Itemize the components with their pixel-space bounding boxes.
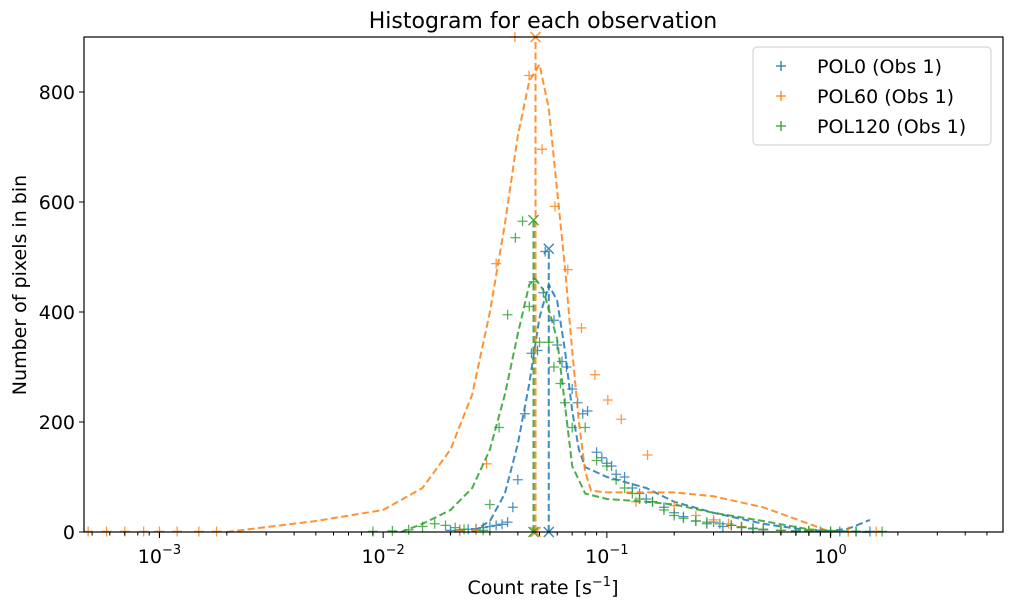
data-point <box>589 369 600 380</box>
y-tick-label: 0 <box>63 522 75 544</box>
data-point <box>596 452 607 463</box>
data-point <box>429 518 440 529</box>
data-point <box>723 518 734 529</box>
data-point <box>528 276 539 287</box>
data-point <box>619 483 630 493</box>
data-point <box>491 258 502 269</box>
data-point <box>524 301 535 312</box>
data-point <box>519 408 530 419</box>
data-point <box>484 521 495 532</box>
data-point <box>567 422 578 433</box>
y-tick-label: 200 <box>39 412 75 434</box>
data-point <box>450 522 461 533</box>
peak-marker <box>527 214 540 226</box>
data-point <box>534 337 545 348</box>
fit-line <box>226 61 831 533</box>
plot-area <box>84 31 888 538</box>
data-point <box>491 520 502 531</box>
x-tick-label: 10−3 <box>138 543 181 568</box>
legend-marker <box>776 61 786 71</box>
fit-line <box>471 281 871 533</box>
data-point <box>611 474 622 485</box>
legend-label: POL120 (Obs 1) <box>817 116 966 138</box>
data-point <box>555 378 566 389</box>
data-point <box>634 494 645 504</box>
data-point <box>517 216 528 227</box>
data-point <box>642 450 653 460</box>
data-point <box>502 517 513 528</box>
data-point <box>478 525 489 536</box>
data-point <box>669 510 680 521</box>
legend-label: POL0 (Obs 1) <box>817 56 942 78</box>
data-point <box>510 232 521 243</box>
data-point <box>678 513 689 524</box>
data-point <box>601 461 612 471</box>
legend: POL0 (Obs 1) POL60 (Obs 1) POL120 (Obs 1) <box>752 46 992 146</box>
series-2 <box>367 214 888 538</box>
y-tick-label: 400 <box>39 302 75 324</box>
data-point <box>714 518 725 529</box>
data-point <box>440 520 451 531</box>
chart-title: Histogram for each observation <box>369 9 718 34</box>
data-point <box>736 522 747 533</box>
data-point <box>708 514 719 525</box>
data-point <box>726 520 737 531</box>
legend-label: POL60 (Obs 1) <box>817 86 954 108</box>
data-point <box>417 521 428 532</box>
data-point <box>647 496 658 507</box>
fit-line <box>400 277 870 533</box>
x-tick-label: 10−1 <box>585 543 628 568</box>
data-point <box>576 322 587 333</box>
data-point <box>561 362 572 372</box>
data-point <box>591 455 602 466</box>
data-point <box>507 502 518 513</box>
data-point <box>549 201 560 212</box>
y-tick-label: 800 <box>39 82 75 104</box>
y-tick-label: 600 <box>39 192 75 214</box>
data-point <box>512 474 523 485</box>
data-point <box>701 517 712 528</box>
data-point <box>560 397 570 408</box>
data-point <box>403 524 414 535</box>
data-point <box>562 264 573 275</box>
data-point <box>602 395 613 405</box>
data-point <box>567 384 578 394</box>
data-point <box>497 519 508 530</box>
data-point <box>540 246 551 257</box>
data-point <box>690 516 701 526</box>
y-axis-label: Number of pixels in bin <box>9 175 31 395</box>
legend-box <box>752 46 992 146</box>
data-point <box>658 505 669 515</box>
data-point <box>580 422 591 433</box>
data-point <box>548 315 559 326</box>
data-point <box>582 406 593 416</box>
data-point <box>494 422 505 433</box>
x-tick-label: 10−2 <box>361 543 404 568</box>
data-point <box>484 499 495 510</box>
data-point <box>548 362 559 372</box>
data-point <box>616 414 627 425</box>
data-point <box>524 70 535 81</box>
legend-marker <box>776 91 786 101</box>
data-point <box>502 309 513 320</box>
data-point <box>627 488 638 499</box>
data-point <box>537 144 548 155</box>
legend-marker <box>776 121 786 131</box>
x-tick-label: 100 <box>814 543 846 568</box>
plot-frame <box>83 36 1004 533</box>
data-point <box>387 525 398 536</box>
data-point <box>556 356 567 367</box>
data-point <box>619 472 630 482</box>
x-axis-label: Count rate [s−1] <box>467 575 618 599</box>
data-point <box>543 337 554 348</box>
